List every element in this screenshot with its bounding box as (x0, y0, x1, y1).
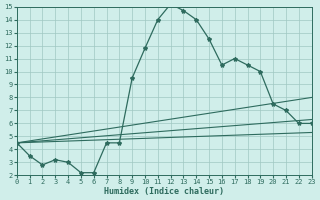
X-axis label: Humidex (Indice chaleur): Humidex (Indice chaleur) (104, 187, 224, 196)
